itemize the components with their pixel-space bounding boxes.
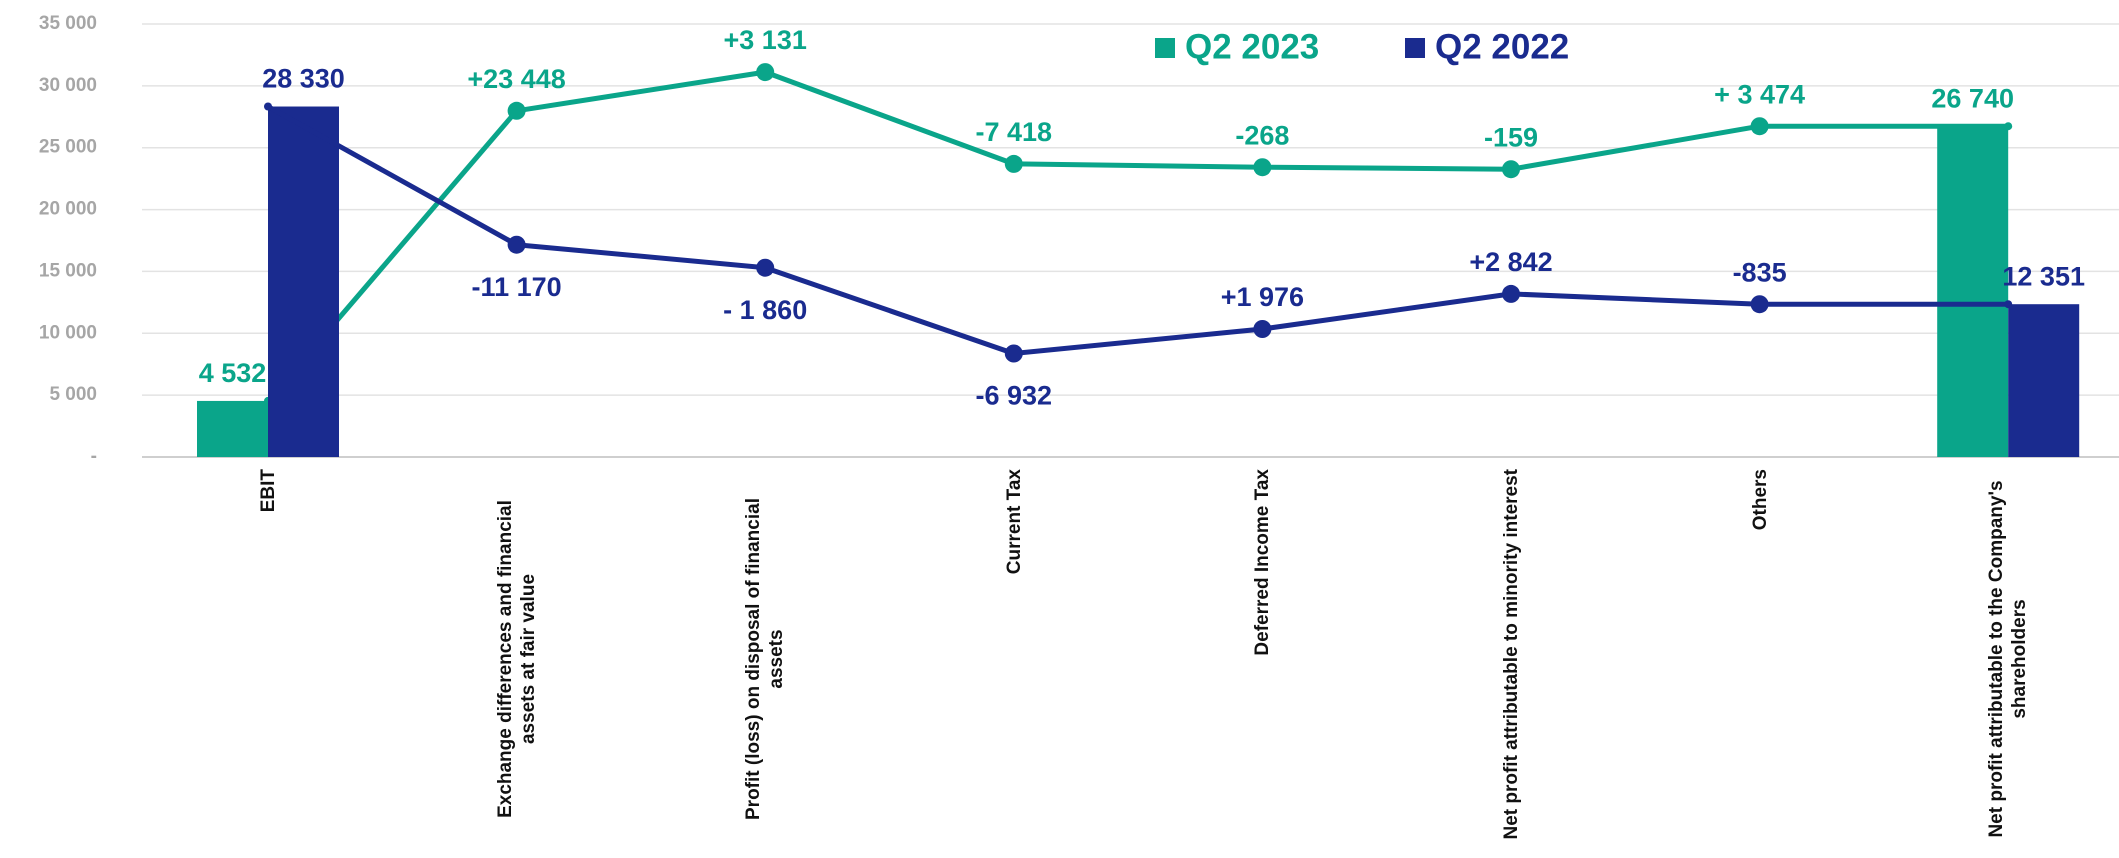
point: [1004, 154, 1023, 173]
point: [1750, 295, 1769, 314]
legend-label: Q2 2022: [1435, 27, 1569, 66]
data-label: 4 532: [199, 358, 267, 388]
y-tick-label: 35 000: [39, 13, 97, 34]
point: [2004, 122, 2013, 131]
y-tick-label: 20 000: [39, 199, 97, 220]
bar: [2008, 304, 2080, 457]
point: [1750, 117, 1769, 136]
x-tick-label: Net profit attributable to minority inte…: [1479, 469, 1543, 849]
data-label: +2 842: [1469, 247, 1552, 277]
data-label: -268: [1235, 120, 1289, 150]
x-tick-text: Net profit attributable to minority inte…: [1500, 469, 1522, 840]
y-tick-label: 15 000: [39, 260, 97, 281]
x-tick-label: EBIT: [236, 469, 300, 849]
data-label: -835: [1733, 257, 1787, 287]
x-tick-label: Exchange differences and financial asset…: [485, 469, 549, 849]
line: [266, 69, 2009, 403]
y-tick-label: 10 000: [39, 322, 97, 343]
point: [1502, 284, 1520, 303]
data-label: 28 330: [262, 64, 345, 94]
x-tick-text: Deferred Income Tax: [1251, 469, 1273, 656]
data-label: +23 448: [467, 64, 565, 94]
point: [264, 102, 272, 111]
x-tick-label: Current Tax: [982, 469, 1046, 849]
line: [266, 104, 2009, 356]
x-tick-text: Current Tax: [1003, 469, 1025, 575]
x-tick-text: Others: [1749, 469, 1771, 531]
x-tick-label: Others: [1728, 469, 1792, 849]
x-tick-text: Net profit attributable to the Company's…: [1986, 480, 2031, 838]
x-tick-label: Profit (loss) on disposal of financial a…: [733, 469, 797, 849]
bar: [197, 400, 268, 457]
data-label: -159: [1484, 122, 1538, 152]
x-tick-text: Exchange differences and financial asset…: [494, 500, 539, 818]
data-label: -7 418: [976, 117, 1053, 147]
data-label: -6 932: [976, 381, 1053, 411]
y-tick-label: 5 000: [49, 384, 97, 405]
point: [1253, 158, 1272, 177]
point: [756, 63, 775, 82]
point: [756, 258, 775, 277]
y-tick-label: -: [91, 446, 97, 467]
x-tick-label: Deferred Income Tax: [1230, 469, 1294, 849]
point: [507, 101, 526, 120]
x-tick-text: Profit (loss) on disposal of financial a…: [743, 498, 788, 820]
legend-label: Q2 2023: [1185, 27, 1319, 66]
data-label: 26 740: [1931, 83, 2014, 113]
bar: [268, 106, 339, 457]
point: [507, 235, 526, 254]
data-label: + 3 474: [1714, 79, 1805, 109]
point: [1004, 344, 1023, 363]
data-label: -11 170: [472, 272, 562, 302]
x-tick-text: EBIT: [257, 469, 279, 513]
point: [1502, 160, 1520, 179]
legend-swatch: [1405, 38, 1425, 58]
data-label: - 1 860: [723, 295, 807, 325]
bar: [1937, 126, 2009, 458]
point: [2004, 300, 2013, 309]
y-tick-label: 25 000: [39, 137, 97, 158]
point: [1253, 320, 1272, 338]
data-label: +1 976: [1221, 282, 1304, 312]
data-label: +3 131: [724, 25, 807, 55]
data-label: 12 351: [2002, 261, 2085, 291]
legend-swatch: [1155, 38, 1175, 58]
y-tick-label: 30 000: [39, 75, 97, 96]
x-tick-label: Net profit attributable to the Company's…: [1976, 469, 2040, 849]
